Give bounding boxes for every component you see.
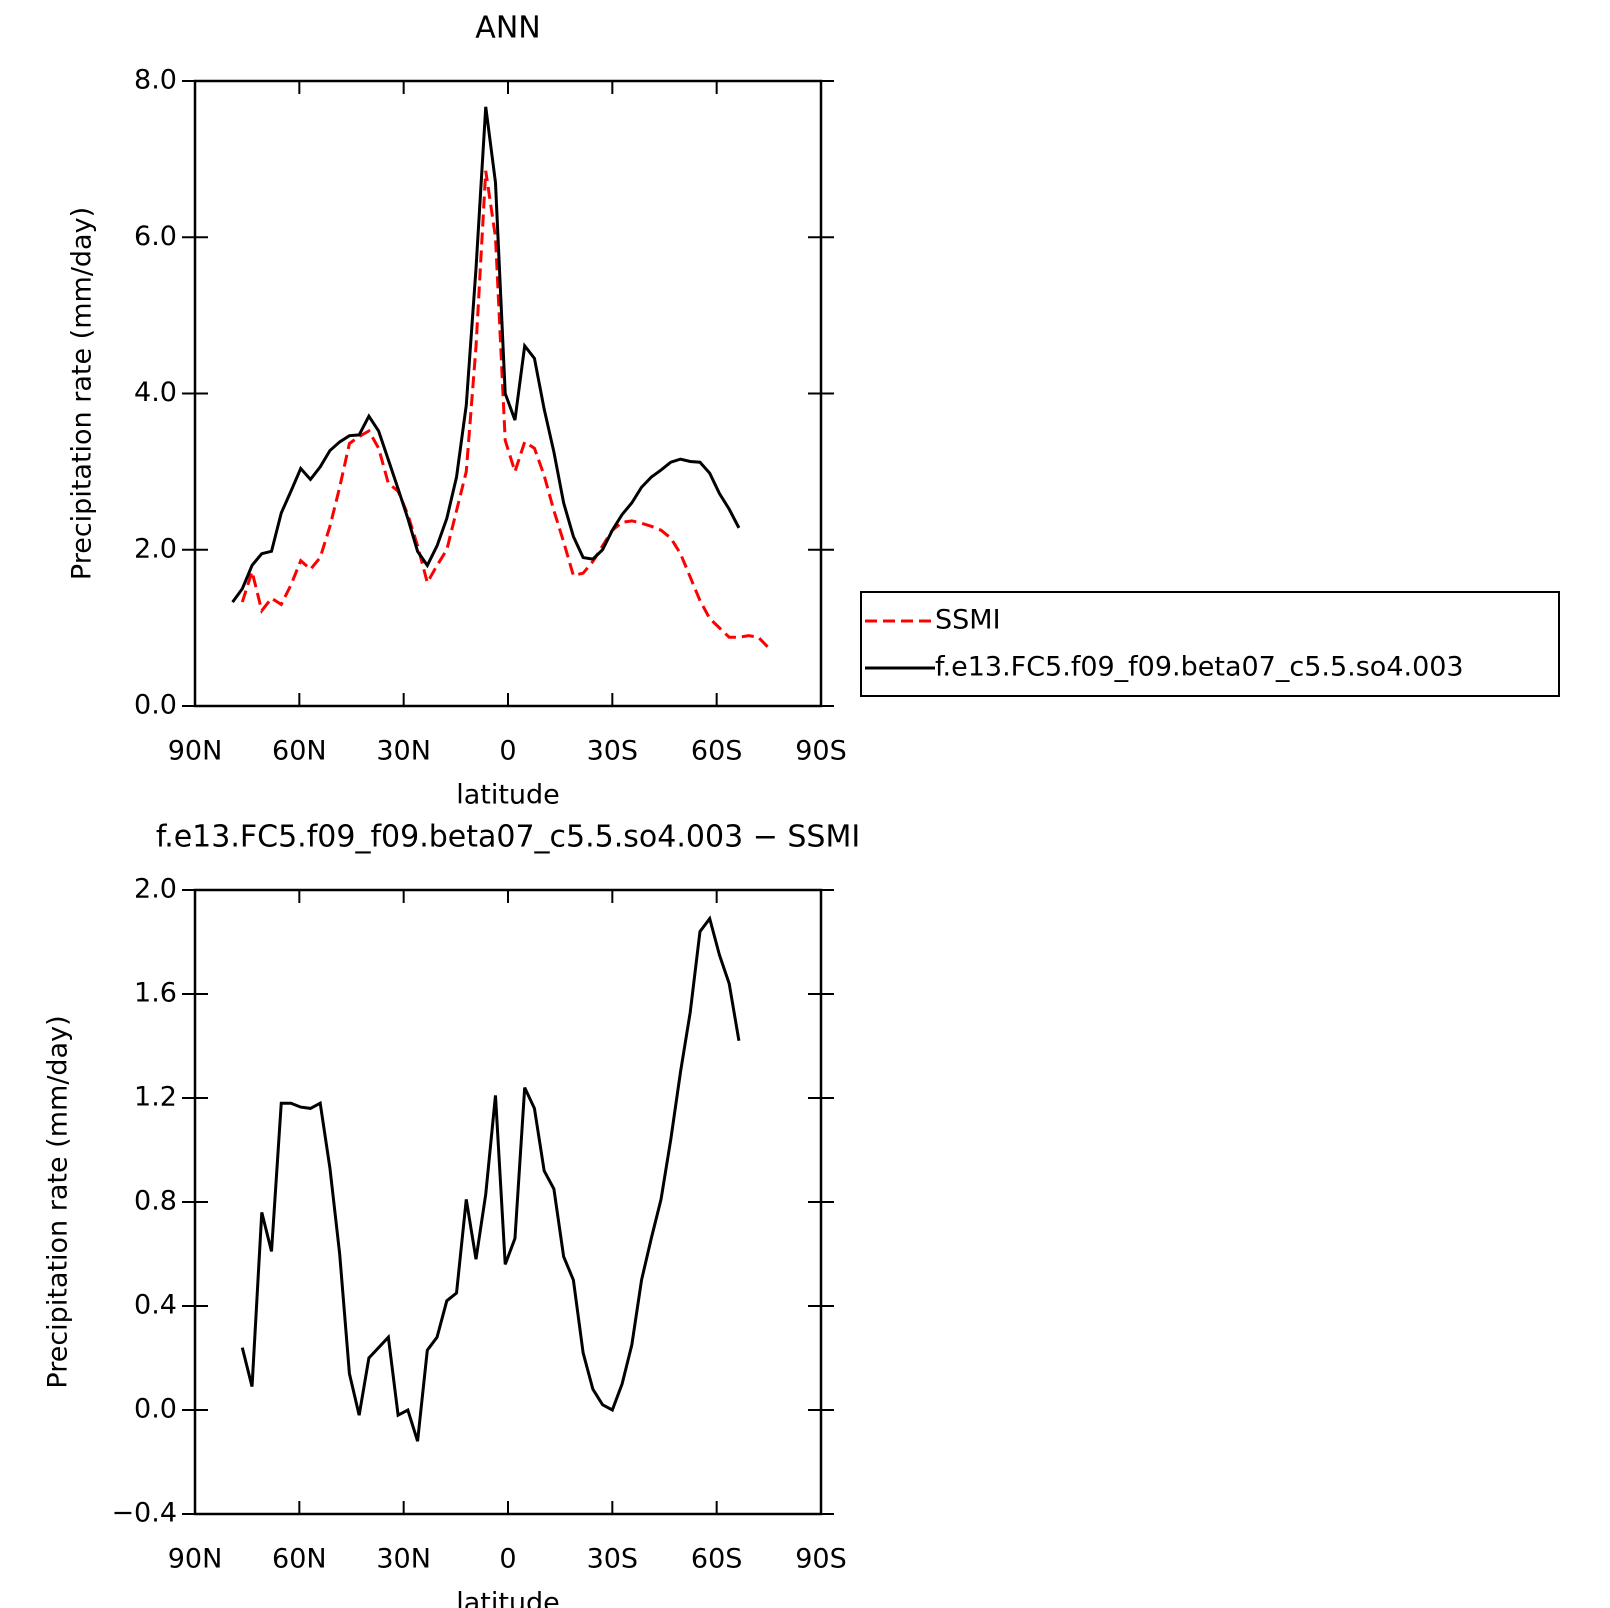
plot-frame: [193, 79, 823, 708]
y-axis-label: Precipitation rate (mm/day): [43, 1015, 74, 1388]
legend-box: [860, 591, 1560, 697]
data-line: [240, 170, 770, 649]
y-tick-label: 0.4: [134, 1290, 177, 1321]
y-tick-label: 0.0: [134, 1394, 177, 1425]
y-tick-label: 1.2: [134, 1082, 177, 1113]
x-tick-label: 0: [499, 736, 516, 767]
y-tick-label: 0.8: [134, 1186, 177, 1217]
x-tick-label: 60S: [691, 1544, 743, 1575]
x-axis-label: latitude: [456, 1588, 560, 1608]
y-axis-label: Precipitation rate (mm/day): [67, 207, 98, 580]
x-tick-label: 90S: [795, 1544, 847, 1575]
x-tick-label: 30S: [587, 736, 639, 767]
y-tick-label: 6.0: [134, 221, 177, 252]
y-tick-label: 2.0: [134, 874, 177, 905]
chart-title: ANN: [475, 11, 540, 46]
x-tick-label: 30N: [376, 736, 431, 767]
y-tick-label: 0.0: [134, 690, 177, 721]
x-tick-label: 90S: [795, 736, 847, 767]
y-tick-label: 8.0: [134, 65, 177, 96]
x-tick-label: 90N: [168, 1544, 223, 1575]
x-tick-label: 60S: [691, 736, 743, 767]
x-axis-label: latitude: [456, 780, 560, 811]
legend-label: f.e13.FC5.f09_f09.beta07_c5.5.so4.003: [935, 652, 1464, 683]
x-tick-label: 90N: [168, 736, 223, 767]
y-tick-label: 4.0: [134, 377, 177, 408]
y-tick-label: 2.0: [134, 533, 177, 564]
y-tick-label: −0.4: [111, 1498, 177, 1529]
data-line: [231, 106, 741, 603]
x-tick-label: 30N: [376, 1544, 431, 1575]
x-tick-label: 60N: [272, 1544, 327, 1575]
data-line: [240, 915, 741, 1442]
plot-frame: [193, 888, 823, 1516]
x-tick-label: 30S: [587, 1544, 639, 1575]
x-tick-label: 0: [499, 1544, 516, 1575]
x-tick-label: 60N: [272, 736, 327, 767]
legend-label: SSMI: [935, 605, 1001, 636]
y-tick-label: 1.6: [134, 978, 177, 1009]
chart-title: f.e13.FC5.f09_f09.beta07_c5.5.so4.003 − …: [156, 820, 860, 855]
